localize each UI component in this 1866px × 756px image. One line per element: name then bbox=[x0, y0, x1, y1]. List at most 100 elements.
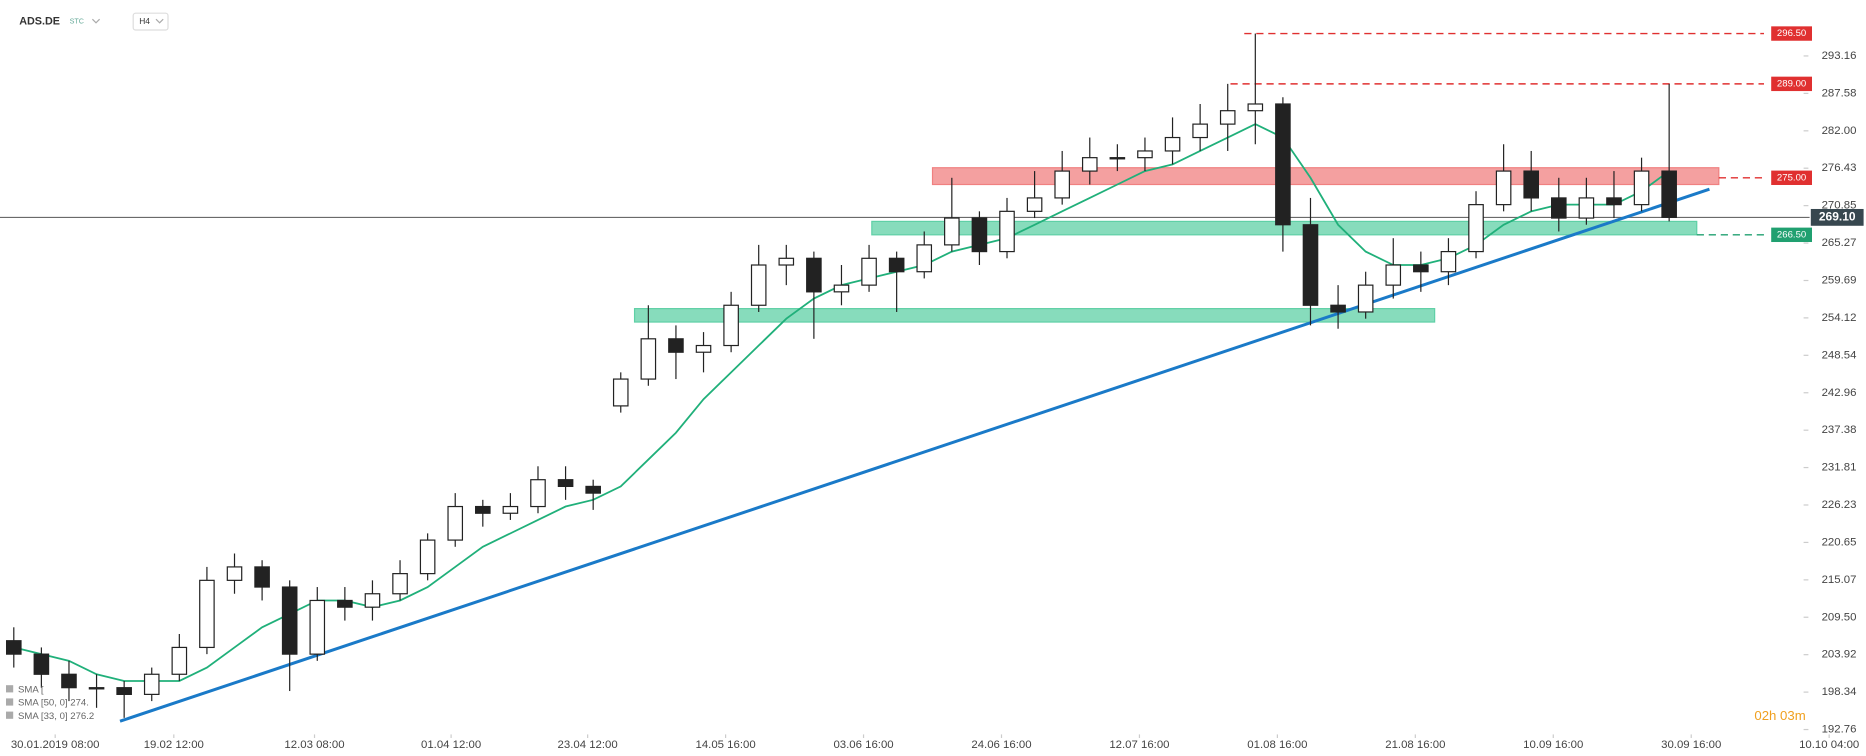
candle-body bbox=[1330, 304, 1346, 313]
candle-body bbox=[640, 338, 657, 380]
candle-body bbox=[502, 505, 519, 514]
candle-body bbox=[1026, 197, 1043, 212]
candle-body bbox=[61, 673, 77, 689]
zone bbox=[633, 308, 1436, 323]
candle-body bbox=[1081, 157, 1098, 172]
candle-body bbox=[1385, 264, 1402, 286]
candle-body bbox=[33, 653, 50, 675]
x-tick-label: 01.04 12:00 bbox=[421, 739, 481, 751]
candle-body bbox=[833, 284, 850, 293]
candle-body bbox=[585, 485, 601, 494]
level-label: 275.00 bbox=[1777, 172, 1806, 183]
x-tick-label: 23.04 12:00 bbox=[558, 739, 618, 751]
candle-body bbox=[612, 378, 629, 407]
y-tick-label: 226.23 bbox=[1822, 499, 1857, 511]
candle-body bbox=[1440, 250, 1457, 273]
candle-body bbox=[1247, 103, 1264, 112]
indicator-icon bbox=[6, 711, 14, 719]
level-label: 289.00 bbox=[1777, 78, 1806, 89]
candle-body bbox=[944, 217, 960, 246]
candle-body bbox=[1302, 224, 1319, 306]
candle-body bbox=[916, 244, 933, 273]
indicator-label[interactable]: SMA [50, 0] 274. bbox=[18, 698, 89, 709]
candle-body bbox=[1661, 170, 1677, 218]
x-tick-label: 21.08 16:00 bbox=[1385, 739, 1445, 751]
zone bbox=[931, 167, 1720, 186]
candle-body bbox=[1109, 157, 1126, 160]
y-tick-label: 231.81 bbox=[1822, 462, 1857, 474]
x-tick-label: 12.03 08:00 bbox=[284, 739, 344, 751]
level-label-box bbox=[1771, 26, 1812, 41]
candle-body bbox=[364, 593, 381, 608]
candle-body bbox=[1578, 197, 1595, 219]
candle-body bbox=[88, 687, 105, 690]
candle-body bbox=[1137, 150, 1153, 159]
x-tick-label: 10.10 04:00 bbox=[1799, 739, 1859, 751]
market[interactable]: STC bbox=[70, 17, 84, 26]
x-tick-label: 24.06 16:00 bbox=[971, 739, 1031, 751]
candle-body bbox=[750, 264, 767, 306]
x-tick-label: 10.09 16:00 bbox=[1523, 739, 1583, 751]
candle-body bbox=[1468, 204, 1484, 253]
symbol[interactable]: ADS.DE bbox=[19, 15, 60, 27]
x-tick-label: 03.06 16:00 bbox=[833, 739, 893, 751]
y-tick-label: 265.27 bbox=[1822, 237, 1857, 249]
y-tick-label: 287.58 bbox=[1822, 87, 1857, 99]
y-tick-label: 270.85 bbox=[1822, 200, 1857, 212]
candle-body bbox=[1413, 264, 1429, 273]
candle-body bbox=[1164, 136, 1181, 152]
candle-body bbox=[778, 257, 795, 266]
candle-body bbox=[861, 257, 877, 286]
level-label: 296.50 bbox=[1777, 28, 1806, 39]
y-tick-label: 242.96 bbox=[1822, 387, 1857, 399]
candle-body bbox=[309, 599, 326, 655]
y-tick-label: 254.12 bbox=[1822, 312, 1857, 324]
interval-box[interactable] bbox=[132, 12, 169, 31]
candle-body bbox=[281, 586, 298, 655]
candle-body bbox=[1219, 110, 1236, 125]
x-tick-label: 01.08 16:00 bbox=[1247, 739, 1307, 751]
candle-body bbox=[557, 479, 574, 488]
candle-body bbox=[888, 257, 905, 273]
indicator-label[interactable]: SMA [ bbox=[18, 685, 44, 696]
y-tick-label: 248.54 bbox=[1822, 349, 1857, 361]
candle-body bbox=[254, 566, 270, 588]
plot: 293.16 287.58 282.00 276.43 270.85 265.27 259.… bbox=[0, 26, 1864, 751]
dropdown-icon[interactable] bbox=[91, 18, 101, 24]
candle-body bbox=[337, 599, 353, 608]
indicator-icon bbox=[6, 698, 14, 706]
candle-body bbox=[1633, 170, 1650, 206]
y-tick-label: 192.76 bbox=[1822, 724, 1857, 736]
level-label-box bbox=[1771, 170, 1812, 185]
timer: 02h 03m bbox=[1754, 708, 1805, 723]
candle-body bbox=[971, 217, 988, 253]
candle-body bbox=[1495, 170, 1512, 206]
level-label-box bbox=[1771, 227, 1812, 243]
x-tick-label: 19.02 12:00 bbox=[144, 739, 204, 751]
y-tick-label: 209.50 bbox=[1822, 611, 1857, 623]
y-tick-label: 220.65 bbox=[1822, 536, 1857, 548]
candle-body bbox=[723, 304, 739, 347]
indicator-icon bbox=[6, 685, 14, 693]
candle-body bbox=[1275, 103, 1291, 226]
indicator-label[interactable]: SMA [33, 0] 276.2 bbox=[18, 711, 94, 722]
y-tick-label: 276.43 bbox=[1822, 162, 1857, 174]
x-tick-label: 12.07 16:00 bbox=[1109, 739, 1169, 751]
interval[interactable]: H4 bbox=[139, 16, 150, 26]
y-tick-label: 203.92 bbox=[1822, 649, 1857, 661]
candle-body bbox=[226, 566, 243, 581]
dropdown-icon[interactable] bbox=[155, 18, 164, 24]
candle-body bbox=[143, 673, 160, 695]
candle-body bbox=[668, 338, 684, 353]
candle-body bbox=[392, 573, 408, 595]
candle-body bbox=[199, 579, 215, 649]
x-tick-label: 30.01.2019 08:00 bbox=[11, 739, 100, 751]
candle-body bbox=[999, 210, 1015, 253]
candle-body bbox=[1054, 170, 1070, 199]
candle-body bbox=[1550, 197, 1567, 219]
trendline bbox=[119, 187, 1710, 723]
y-tick-label: 293.16 bbox=[1822, 50, 1857, 62]
y-tick-label: 282.00 bbox=[1822, 125, 1857, 137]
